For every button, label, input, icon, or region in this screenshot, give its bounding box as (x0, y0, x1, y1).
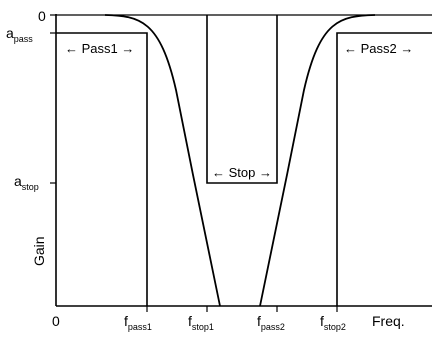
y-label-apass: apass (6, 25, 33, 44)
y-label-astop-sub: stop (22, 182, 39, 192)
x-label-fpass2-sub: pass2 (261, 322, 285, 332)
response-curve-left (104, 14, 221, 307)
x-axis-title: Freq. (372, 313, 405, 329)
y-label-zero: 0 (38, 8, 46, 24)
x-label-fstop1-sub: stop1 (192, 322, 214, 332)
y-label-apass-base: a (6, 25, 14, 41)
x-label-fpass2: fpass2 (257, 313, 285, 332)
x-label-fpass1-sub: pass1 (128, 322, 152, 332)
y-axis-title: Gain (31, 236, 47, 266)
x-label-fstop2-base: f (320, 313, 324, 329)
x-label-fstop2: fstop2 (320, 313, 346, 332)
region-label-pass2: ← Pass2 → (344, 41, 413, 56)
x-label-fpass2-base: f (257, 313, 261, 329)
region-label-stop: ← Stop → (212, 165, 272, 180)
x-label-fstop1: fstop1 (188, 313, 214, 332)
x-label-fpass1: fpass1 (124, 313, 152, 332)
x-label-fpass1-base: f (124, 313, 128, 329)
y-label-astop-base: a (14, 173, 22, 189)
region-label-pass1: ← Pass1 → (65, 41, 134, 56)
stop-region-box (206, 15, 278, 184)
pass1-region-box (56, 32, 148, 306)
x-label-fstop1-base: f (188, 313, 192, 329)
x-label-fstop2-sub: stop2 (324, 322, 346, 332)
y-label-apass-sub: pass (14, 34, 34, 44)
y-label-astop: astop (14, 173, 39, 192)
response-curve-right (259, 14, 376, 307)
pass2-region-box (336, 32, 432, 306)
x-label-zero: 0 (52, 313, 60, 329)
